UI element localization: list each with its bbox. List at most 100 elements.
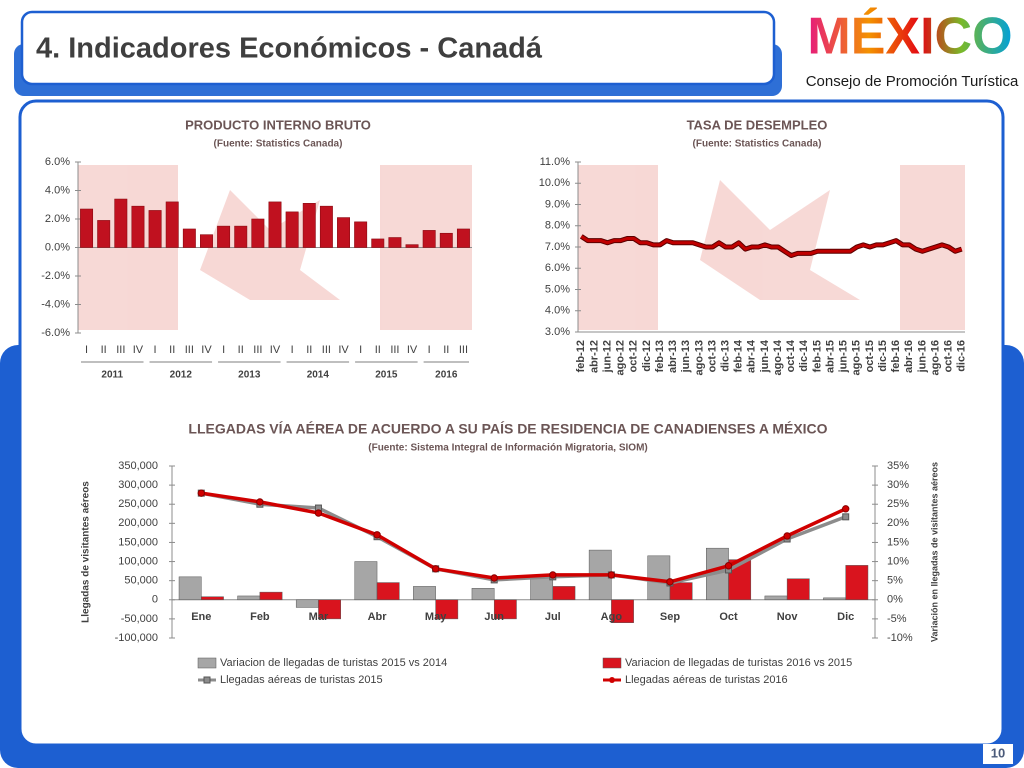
x-tick-label: Jul bbox=[545, 611, 561, 623]
x-tick-label: jun-13 bbox=[680, 340, 692, 373]
x-tick-label: I bbox=[222, 344, 225, 356]
bar bbox=[217, 225, 231, 248]
bar bbox=[268, 201, 282, 248]
y2-tick-label: 35% bbox=[887, 460, 909, 472]
y2-tick-label: -5% bbox=[887, 613, 907, 625]
bar bbox=[200, 234, 213, 248]
x-tick-label: Jun bbox=[484, 611, 504, 623]
x-tick-label: feb-12 bbox=[575, 340, 587, 372]
x-tick-label: ago-15 bbox=[851, 340, 863, 375]
y2-tick-label: 5% bbox=[887, 575, 903, 587]
bar bbox=[80, 208, 94, 248]
y-tick-label: 100,000 bbox=[118, 555, 158, 567]
x-tick-label: III bbox=[185, 344, 194, 356]
x-tick-label: I bbox=[291, 344, 294, 356]
y2-axis-title: Variación en llegadas de visitantes aére… bbox=[929, 462, 939, 642]
x-tick-label: I bbox=[154, 344, 157, 356]
legend-label: Llegadas aéreas de turistas 2015 bbox=[220, 674, 383, 686]
bar bbox=[234, 225, 248, 248]
x-tick-label: oct-16 bbox=[943, 340, 955, 372]
bar bbox=[237, 595, 261, 601]
x-tick-label: oct-13 bbox=[706, 340, 718, 372]
chart-subtitle: (Fuente: Sistema Integral de Información… bbox=[368, 443, 647, 454]
x-tick-label: II bbox=[306, 344, 312, 356]
x-tick-label: feb-15 bbox=[811, 340, 823, 372]
bar bbox=[552, 586, 576, 601]
x-tick-label: II bbox=[375, 344, 381, 356]
bar bbox=[165, 201, 179, 248]
legend-label: Llegadas aéreas de turistas 2016 bbox=[625, 674, 788, 686]
y-tick-label: 300,000 bbox=[118, 479, 158, 491]
bar bbox=[669, 582, 693, 601]
bar bbox=[493, 599, 517, 620]
x-tick-label: abr-13 bbox=[667, 340, 679, 373]
x-tick-label: Sep bbox=[660, 611, 680, 623]
x-tick-label: abr-15 bbox=[824, 340, 836, 373]
chart-title: LLEGADAS VÍA AÉREA DE ACUERDO A SU PAÍS … bbox=[188, 421, 827, 437]
marker bbox=[842, 505, 850, 513]
marker bbox=[197, 489, 205, 497]
chart-title: PRODUCTO INTERNO BRUTO bbox=[185, 117, 371, 132]
x-tick-label: abr-14 bbox=[746, 339, 758, 373]
bar bbox=[259, 591, 283, 601]
bar bbox=[182, 228, 196, 248]
page-number: 10 bbox=[991, 745, 1005, 760]
line bbox=[580, 235, 963, 257]
x-tick-label: III bbox=[116, 344, 125, 356]
bar bbox=[97, 220, 111, 248]
bar bbox=[251, 218, 265, 248]
legend-swatch bbox=[197, 657, 217, 669]
bar bbox=[114, 198, 128, 248]
x-tick-label: ago-16 bbox=[929, 340, 941, 375]
x-tick-label: IV bbox=[270, 344, 281, 356]
bar bbox=[178, 576, 202, 601]
y-tick-label: 200,000 bbox=[118, 517, 158, 529]
bar bbox=[405, 244, 419, 248]
x-tick-label: Feb bbox=[250, 611, 270, 623]
x-tick-label: ago-13 bbox=[693, 340, 705, 375]
marker bbox=[314, 509, 323, 517]
x-tick-label: feb-16 bbox=[890, 340, 902, 372]
y2-tick-label: 10% bbox=[887, 555, 909, 567]
bar bbox=[371, 238, 385, 248]
y-tick-label: 3.0% bbox=[545, 326, 570, 338]
bar bbox=[295, 599, 319, 608]
x-tick-label: dic-16 bbox=[956, 340, 968, 372]
x-tick-label: ago-12 bbox=[615, 340, 627, 375]
y-tick-label: -6.0% bbox=[41, 327, 70, 339]
chart-title: TASA DE DESEMPLEO bbox=[687, 117, 828, 132]
x-tick-label: II bbox=[169, 344, 175, 356]
y-tick-label: 10.0% bbox=[539, 177, 570, 189]
x-tick-label: oct-15 bbox=[864, 340, 876, 372]
header-box bbox=[20, 10, 776, 86]
chart-subtitle: (Fuente: Statistics Canada) bbox=[693, 139, 822, 150]
x-tick-label: jun-14 bbox=[759, 339, 771, 373]
group-label: 2014 bbox=[307, 370, 330, 381]
x-tick-label: III bbox=[253, 344, 262, 356]
bar bbox=[422, 230, 436, 248]
x-tick-label: dic-13 bbox=[719, 340, 731, 372]
legend-label: Variacion de llegadas de turistas 2015 v… bbox=[220, 657, 447, 669]
marker bbox=[607, 571, 616, 579]
marker bbox=[431, 565, 440, 573]
bar bbox=[647, 555, 671, 601]
bar bbox=[764, 595, 788, 601]
y2-tick-label: 25% bbox=[887, 498, 909, 510]
y-tick-label: 11.0% bbox=[540, 156, 571, 168]
y-tick-label: 2.0% bbox=[45, 213, 70, 225]
x-tick-label: feb-13 bbox=[654, 340, 666, 372]
x-tick-label: IV bbox=[201, 344, 212, 356]
x-tick-label: Ene bbox=[191, 611, 211, 623]
legend-marker bbox=[203, 676, 211, 684]
x-tick-label: dic-12 bbox=[641, 340, 653, 372]
x-tick-label: oct-12 bbox=[628, 340, 640, 372]
group-label: 2013 bbox=[238, 370, 261, 381]
bar bbox=[148, 210, 162, 248]
bar bbox=[285, 211, 299, 248]
group-label: 2015 bbox=[375, 370, 398, 381]
bar bbox=[302, 203, 316, 248]
bar bbox=[131, 205, 145, 248]
bar bbox=[456, 228, 470, 248]
logo: MÉXICO bbox=[807, 8, 1012, 66]
bar bbox=[318, 599, 341, 620]
